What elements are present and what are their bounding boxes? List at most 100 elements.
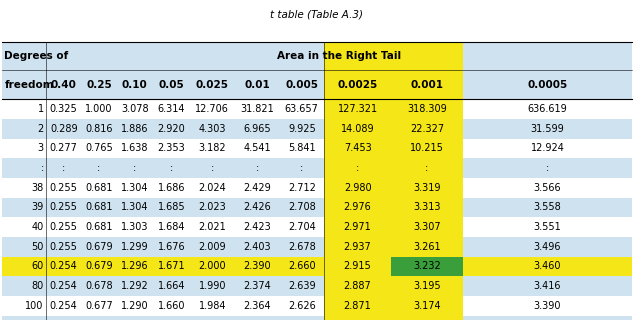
- Text: 80: 80: [32, 281, 44, 291]
- Text: 1.290: 1.290: [121, 301, 148, 311]
- Bar: [2, 139, 324, 158]
- Bar: [324, 296, 463, 316]
- Text: 2.678: 2.678: [288, 242, 316, 252]
- Text: 3.416: 3.416: [534, 281, 561, 291]
- Text: 2.403: 2.403: [243, 242, 271, 252]
- Bar: [2, 197, 324, 217]
- Text: 2.712: 2.712: [288, 183, 316, 193]
- Text: Area in the Right Tail: Area in the Right Tail: [277, 51, 401, 61]
- Text: t table (Table A.3): t table (Table A.3): [271, 10, 363, 20]
- Text: :: :: [256, 163, 259, 173]
- Bar: [2, 257, 632, 276]
- Text: 0.681: 0.681: [85, 222, 113, 232]
- Text: 2: 2: [37, 124, 44, 134]
- Text: 0.254: 0.254: [50, 281, 77, 291]
- Bar: [2, 70, 324, 99]
- Text: 0.681: 0.681: [85, 203, 113, 212]
- Text: 2.023: 2.023: [198, 203, 226, 212]
- Text: 22.327: 22.327: [410, 124, 444, 134]
- Text: 0.025: 0.025: [196, 80, 229, 90]
- Text: 1.886: 1.886: [121, 124, 148, 134]
- Text: 14.089: 14.089: [340, 124, 375, 134]
- Text: 0.255: 0.255: [50, 222, 77, 232]
- Bar: [324, 178, 463, 197]
- Text: Degrees of: Degrees of: [4, 51, 68, 61]
- Bar: [463, 158, 632, 178]
- Text: 3.319: 3.319: [413, 183, 441, 193]
- Bar: [2, 316, 324, 320]
- Text: 127.321: 127.321: [337, 104, 378, 114]
- Text: 2.980: 2.980: [344, 183, 372, 193]
- Text: 0.001: 0.001: [410, 80, 444, 90]
- Text: 3.182: 3.182: [198, 143, 226, 153]
- Text: 3.390: 3.390: [534, 301, 561, 311]
- Text: 60: 60: [32, 261, 44, 271]
- Text: 4.303: 4.303: [198, 124, 226, 134]
- Text: 0.0025: 0.0025: [337, 80, 378, 90]
- Bar: [2, 42, 324, 70]
- Bar: [2, 99, 324, 119]
- Text: 2.639: 2.639: [288, 281, 316, 291]
- Text: 0.277: 0.277: [50, 143, 77, 153]
- Text: 3.460: 3.460: [534, 261, 561, 271]
- Bar: [324, 42, 463, 70]
- Text: :: :: [97, 163, 101, 173]
- Text: 2.423: 2.423: [243, 222, 271, 232]
- Text: 2.390: 2.390: [243, 261, 271, 271]
- Text: 6.314: 6.314: [158, 104, 185, 114]
- Bar: [2, 158, 324, 178]
- Text: 1.000: 1.000: [85, 104, 113, 114]
- Text: 3.232: 3.232: [413, 261, 441, 271]
- Text: 0.40: 0.40: [51, 80, 77, 90]
- Text: 7.453: 7.453: [344, 143, 372, 153]
- Bar: [2, 217, 324, 237]
- Text: 2.626: 2.626: [288, 301, 316, 311]
- Text: 1.299: 1.299: [121, 242, 148, 252]
- Text: 2.915: 2.915: [344, 261, 372, 271]
- Bar: [2, 237, 324, 257]
- Text: 3.261: 3.261: [413, 242, 441, 252]
- Text: 63.657: 63.657: [285, 104, 319, 114]
- Bar: [2, 296, 324, 316]
- Text: 2.971: 2.971: [344, 222, 372, 232]
- Bar: [463, 217, 632, 237]
- Bar: [463, 276, 632, 296]
- Text: 39: 39: [32, 203, 44, 212]
- Bar: [324, 139, 463, 158]
- Text: :: :: [300, 163, 304, 173]
- Text: 38: 38: [32, 183, 44, 193]
- Text: 2.937: 2.937: [344, 242, 372, 252]
- Text: 1.685: 1.685: [158, 203, 185, 212]
- Text: freedom: freedom: [4, 80, 54, 90]
- Text: 100: 100: [25, 301, 44, 311]
- Text: :: :: [41, 163, 44, 173]
- Bar: [324, 237, 463, 257]
- Text: 2.887: 2.887: [344, 281, 372, 291]
- Bar: [324, 158, 463, 178]
- Text: 3.558: 3.558: [534, 203, 561, 212]
- Text: 1.984: 1.984: [198, 301, 226, 311]
- Text: 3.313: 3.313: [413, 203, 441, 212]
- Text: 1.292: 1.292: [121, 281, 148, 291]
- Bar: [463, 197, 632, 217]
- Text: 50: 50: [31, 242, 44, 252]
- Text: 2.660: 2.660: [288, 261, 316, 271]
- Text: :: :: [546, 163, 549, 173]
- Bar: [324, 197, 463, 217]
- Text: 31.599: 31.599: [531, 124, 564, 134]
- Text: 0.25: 0.25: [86, 80, 112, 90]
- Text: :: :: [425, 163, 429, 173]
- Bar: [463, 70, 632, 99]
- Text: 1.686: 1.686: [158, 183, 185, 193]
- Text: 1.676: 1.676: [158, 242, 185, 252]
- Text: 4.541: 4.541: [243, 143, 271, 153]
- Text: 1.684: 1.684: [158, 222, 185, 232]
- Text: 3.496: 3.496: [534, 242, 561, 252]
- Text: 2.976: 2.976: [344, 203, 372, 212]
- Text: 12.924: 12.924: [531, 143, 564, 153]
- Text: 2.704: 2.704: [288, 222, 316, 232]
- Text: 31.821: 31.821: [240, 104, 274, 114]
- Bar: [463, 139, 632, 158]
- Text: 0.681: 0.681: [85, 183, 113, 193]
- Text: 3.307: 3.307: [413, 222, 441, 232]
